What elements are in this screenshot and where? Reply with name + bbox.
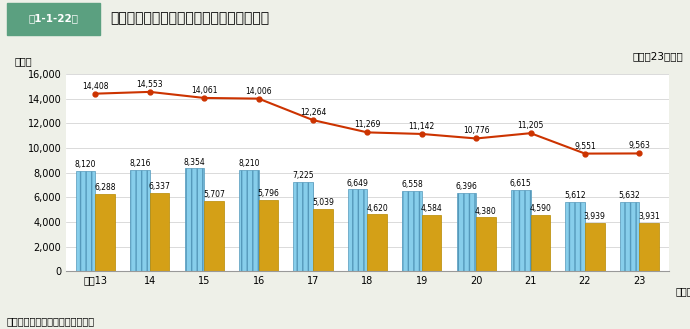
Text: 5,632: 5,632 bbox=[619, 191, 640, 200]
Bar bbox=[620, 202, 640, 271]
Text: 11,205: 11,205 bbox=[518, 121, 544, 130]
Bar bbox=[457, 192, 476, 271]
Text: 6,615: 6,615 bbox=[510, 179, 532, 188]
Text: 6,558: 6,558 bbox=[401, 180, 423, 189]
Bar bbox=[239, 170, 259, 271]
Text: 8,120: 8,120 bbox=[75, 161, 97, 169]
Text: 8,354: 8,354 bbox=[184, 158, 206, 166]
Text: 6,396: 6,396 bbox=[455, 182, 477, 191]
Bar bbox=[422, 215, 442, 271]
Text: 3,939: 3,939 bbox=[584, 212, 606, 221]
Bar bbox=[402, 190, 422, 271]
Text: 6,288: 6,288 bbox=[95, 183, 116, 192]
Bar bbox=[293, 182, 313, 271]
Text: 14,553: 14,553 bbox=[137, 80, 163, 89]
Text: 8,216: 8,216 bbox=[129, 159, 151, 168]
Text: （年）: （年） bbox=[676, 286, 690, 296]
Bar bbox=[367, 215, 387, 271]
Text: 8,210: 8,210 bbox=[238, 159, 259, 168]
Bar bbox=[259, 200, 278, 271]
Bar bbox=[76, 171, 95, 271]
Bar bbox=[476, 217, 496, 271]
Text: 9,563: 9,563 bbox=[629, 141, 650, 150]
Text: 11,269: 11,269 bbox=[354, 120, 381, 129]
Text: 14,006: 14,006 bbox=[246, 87, 272, 95]
Text: 6,337: 6,337 bbox=[149, 182, 170, 191]
Text: 4,584: 4,584 bbox=[421, 204, 442, 213]
Bar bbox=[313, 209, 333, 271]
Text: （件）: （件） bbox=[14, 56, 32, 66]
Bar bbox=[511, 190, 531, 271]
Text: 3,931: 3,931 bbox=[638, 212, 660, 221]
Bar bbox=[585, 223, 604, 271]
Text: （平成23年中）: （平成23年中） bbox=[632, 51, 683, 61]
Text: （備考）「火災報告」により作成: （備考）「火災報告」により作成 bbox=[7, 316, 95, 326]
Bar bbox=[348, 190, 367, 271]
Text: 9,551: 9,551 bbox=[574, 141, 596, 150]
Text: 5,039: 5,039 bbox=[312, 198, 334, 207]
Text: 放火及び放火の疑いによる火災件数の推移: 放火及び放火の疑いによる火災件数の推移 bbox=[110, 11, 270, 25]
Text: 14,061: 14,061 bbox=[191, 86, 217, 95]
Bar bbox=[531, 215, 550, 271]
Text: 4,620: 4,620 bbox=[366, 204, 388, 213]
Text: 5,707: 5,707 bbox=[203, 190, 225, 199]
Text: 6,649: 6,649 bbox=[346, 179, 368, 188]
Text: 12,264: 12,264 bbox=[300, 108, 326, 117]
FancyBboxPatch shape bbox=[7, 3, 100, 35]
Text: 5,796: 5,796 bbox=[257, 189, 279, 198]
Text: 11,142: 11,142 bbox=[408, 122, 435, 131]
Bar bbox=[565, 202, 585, 271]
Text: 7,225: 7,225 bbox=[293, 171, 314, 180]
Text: 第1-1-22図: 第1-1-22図 bbox=[28, 13, 79, 23]
Text: 4,590: 4,590 bbox=[529, 204, 551, 213]
Text: 10,776: 10,776 bbox=[463, 126, 489, 136]
Bar bbox=[204, 201, 224, 271]
Bar bbox=[150, 193, 170, 271]
Text: 5,612: 5,612 bbox=[564, 191, 586, 200]
Bar bbox=[95, 194, 115, 271]
Bar bbox=[130, 170, 150, 271]
Text: 14,408: 14,408 bbox=[82, 82, 109, 90]
Text: 4,380: 4,380 bbox=[475, 207, 497, 215]
Bar bbox=[185, 168, 204, 271]
Bar bbox=[640, 223, 659, 271]
